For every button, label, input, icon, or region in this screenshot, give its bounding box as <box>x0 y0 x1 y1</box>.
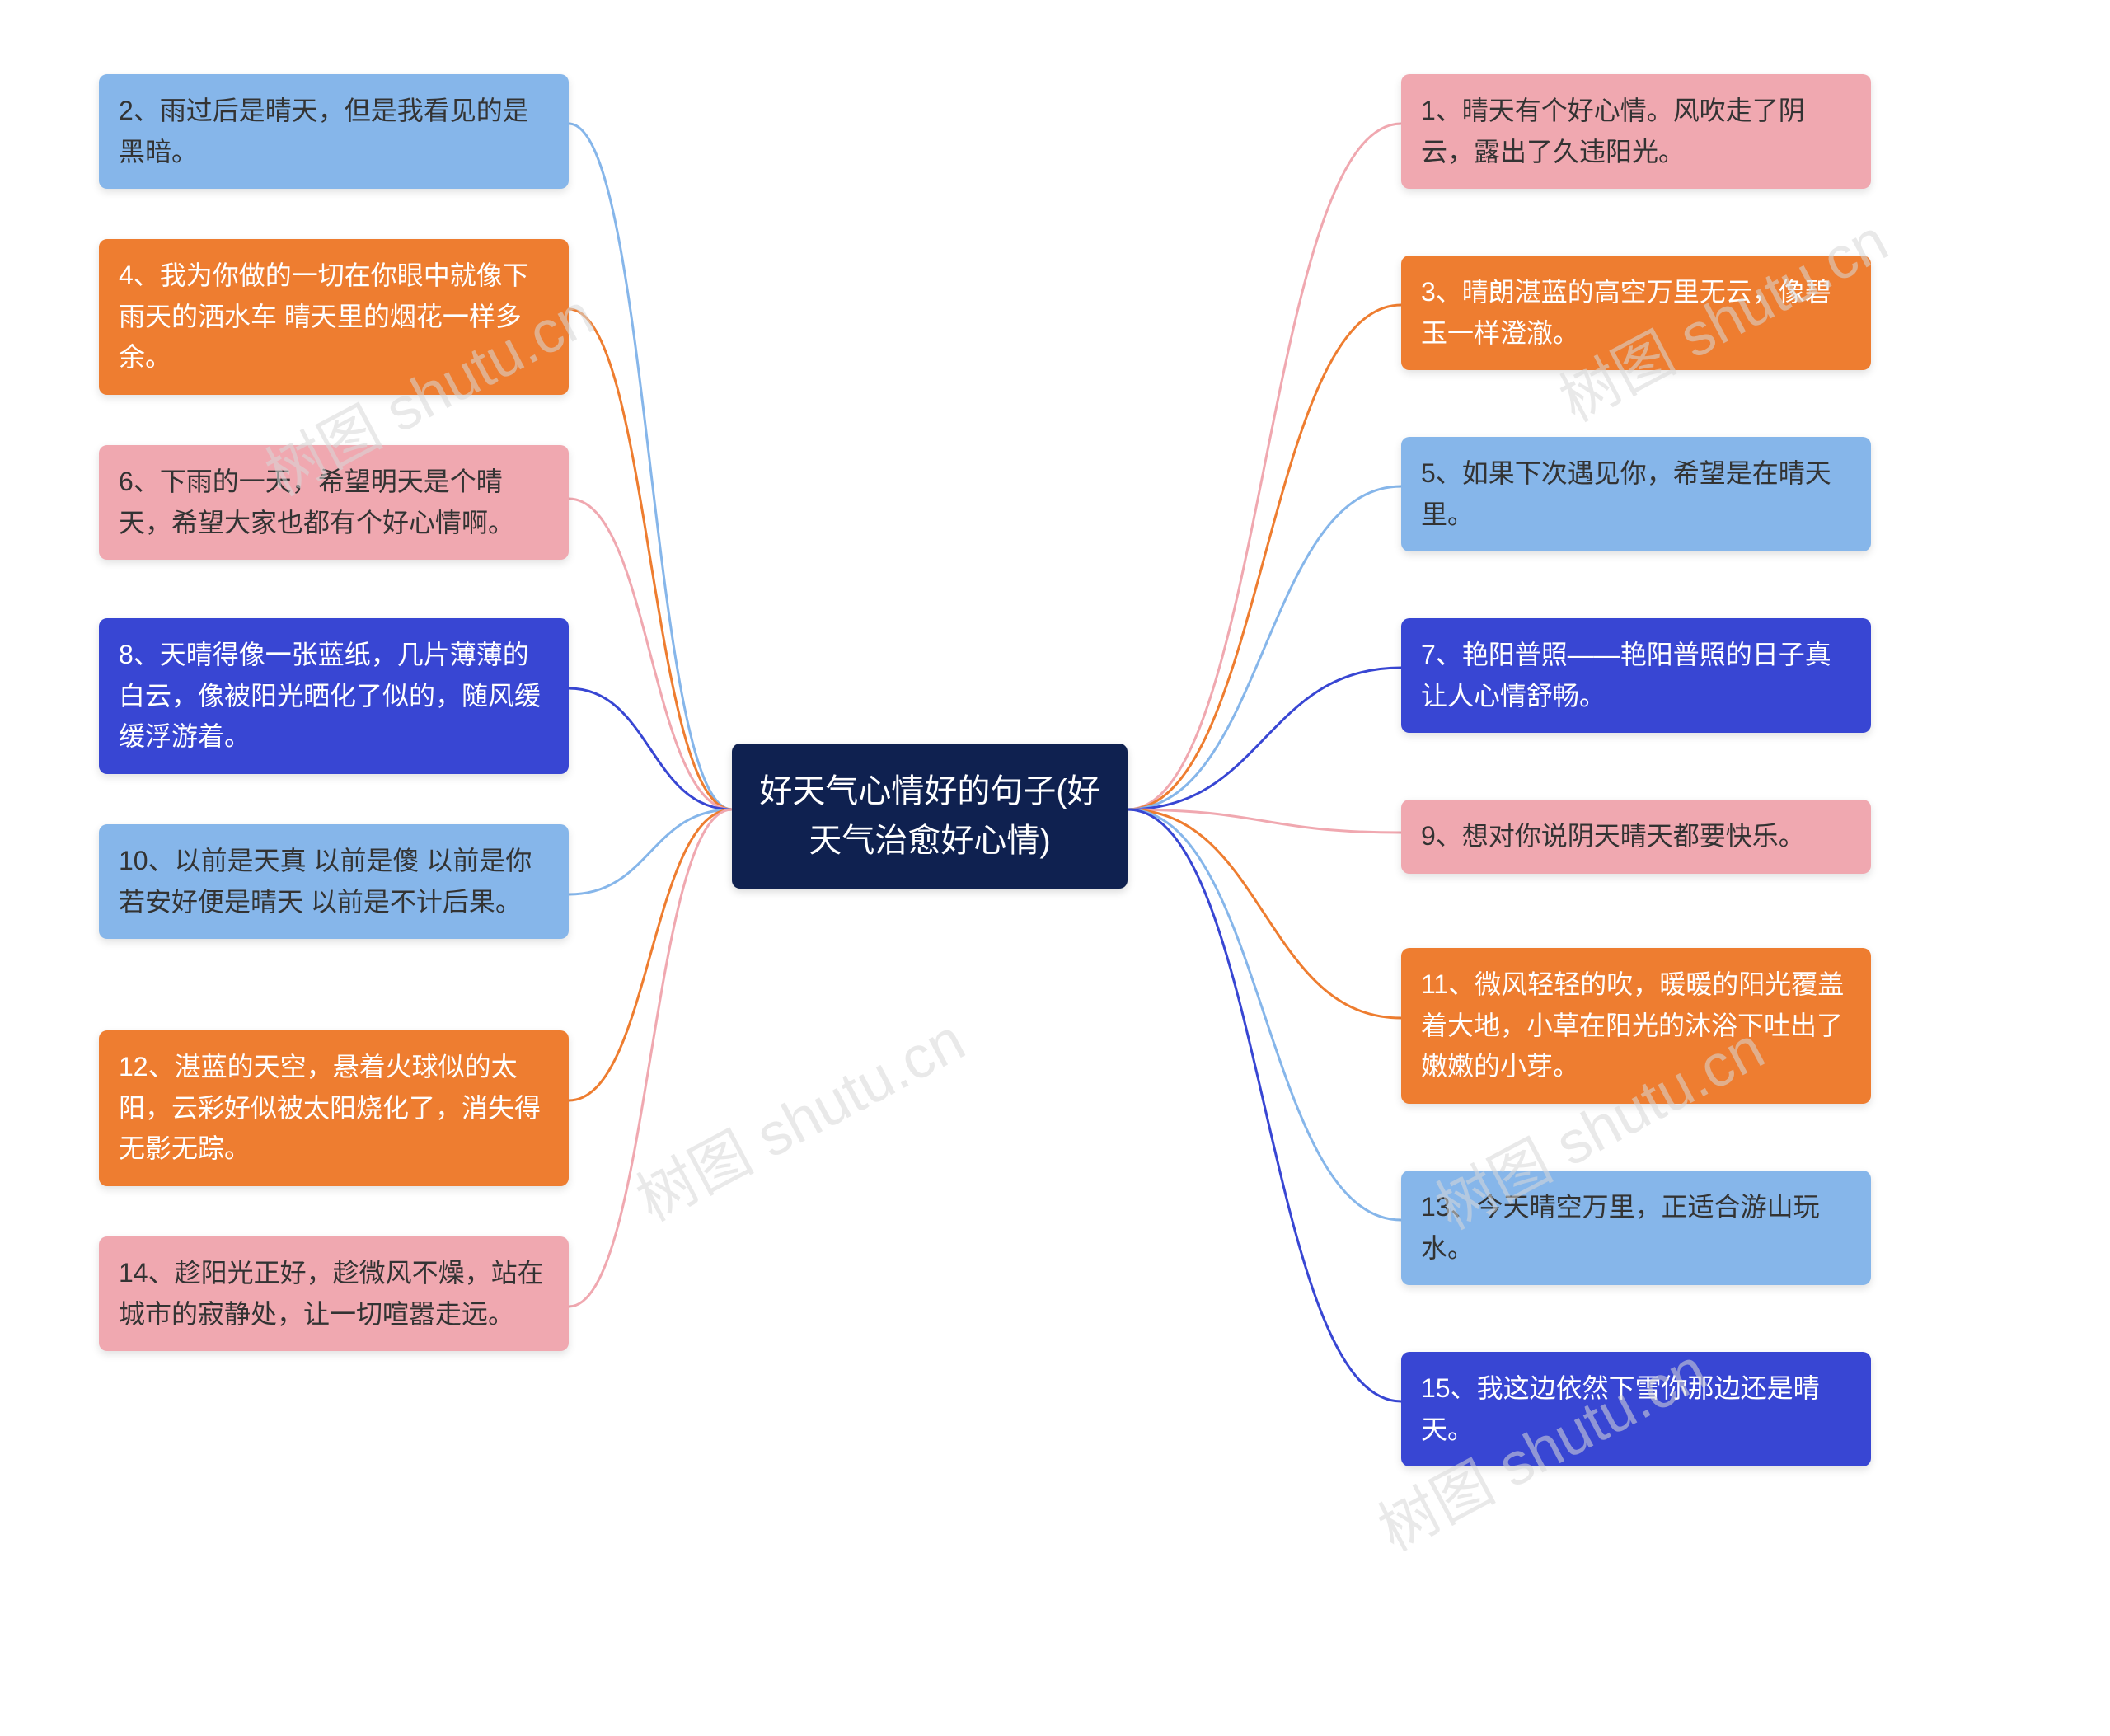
mindmap-node-n4: 4、我为你做的一切在你眼中就像下雨天的洒水车 晴天里的烟花一样多余。 <box>99 239 569 395</box>
mindmap-node-n12: 12、湛蓝的天空，悬着火球似的太阳，云彩好似被太阳烧化了，消失得无影无踪。 <box>99 1030 569 1186</box>
mindmap-node-n8: 8、天晴得像一张蓝纸，几片薄薄的白云，像被阳光晒化了似的，随风缓缓浮游着。 <box>99 618 569 774</box>
mindmap-node-n9: 9、想对你说阴天晴天都要快乐。 <box>1401 800 1871 874</box>
center-node: 好天气心情好的句子(好天气治愈好心情) <box>732 744 1128 889</box>
mindmap-node-n15: 15、我这边依然下雪你那边还是晴天。 <box>1401 1352 1871 1466</box>
mindmap-node-n7: 7、艳阳普照——艳阳普照的日子真让人心情舒畅。 <box>1401 618 1871 733</box>
mindmap-node-n3: 3、晴朗湛蓝的高空万里无云，像碧玉一样澄澈。 <box>1401 256 1871 370</box>
watermark: 树图 shutu.cn <box>619 992 977 1237</box>
mindmap-node-n5: 5、如果下次遇见你，希望是在晴天里。 <box>1401 437 1871 551</box>
mindmap-node-n11: 11、微风轻轻的吹，暖暖的阳光覆盖着大地，小草在阳光的沐浴下吐出了嫩嫩的小芽。 <box>1401 948 1871 1104</box>
mindmap-node-n2: 2、雨过后是晴天，但是我看见的是黑暗。 <box>99 74 569 189</box>
mindmap-node-n6: 6、下雨的一天，希望明天是个晴天，希望大家也都有个好心情啊。 <box>99 445 569 560</box>
mindmap-node-n13: 13、今天晴空万里，正适合游山玩水。 <box>1401 1171 1871 1285</box>
mindmap-node-n1: 1、晴天有个好心情。风吹走了阴云，露出了久违阳光。 <box>1401 74 1871 189</box>
mindmap-node-n10: 10、以前是天真 以前是傻 以前是你若安好便是晴天 以前是不计后果。 <box>99 824 569 939</box>
mindmap-node-n14: 14、趁阳光正好，趁微风不燥，站在城市的寂静处，让一切喧嚣走远。 <box>99 1236 569 1351</box>
